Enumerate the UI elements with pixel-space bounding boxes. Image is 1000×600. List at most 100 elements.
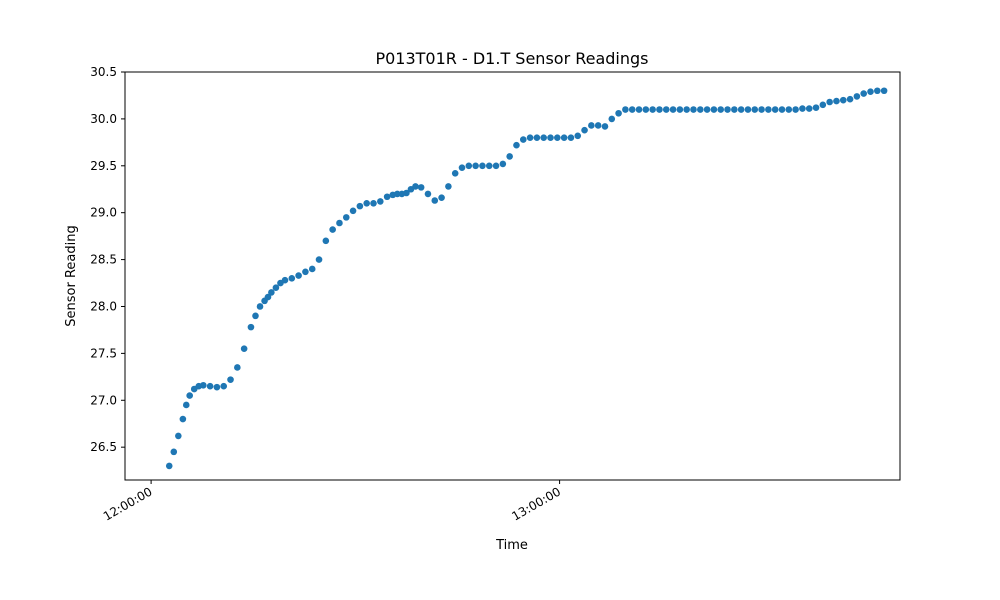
data-point (635, 106, 643, 113)
data-point (336, 219, 343, 227)
data-point (540, 134, 547, 141)
x-tick-label: 12:00:00 (101, 484, 155, 523)
data-point (771, 106, 779, 113)
data-point (281, 276, 289, 284)
data-point (506, 153, 513, 160)
data-point (295, 272, 302, 279)
data-point (819, 101, 827, 109)
y-tick-label: 28.0 (90, 299, 117, 313)
data-point (492, 162, 500, 170)
data-point (458, 164, 466, 171)
data-point (805, 105, 813, 112)
data-point (268, 289, 275, 296)
data-point (533, 134, 541, 141)
data-point (792, 106, 799, 113)
data-point (799, 105, 806, 112)
data-point (252, 312, 259, 320)
data-point (615, 109, 622, 117)
x-axis-ticks: 12:00:00 13:00:00 (101, 480, 563, 524)
data-point (356, 202, 364, 210)
data-point (581, 126, 588, 134)
data-point (499, 160, 507, 168)
data-point (547, 134, 554, 141)
data-point (342, 214, 350, 221)
data-point (272, 284, 280, 292)
data-point (737, 106, 745, 113)
data-point (240, 345, 248, 352)
data-point (412, 183, 419, 190)
data-point (554, 134, 561, 141)
data-point (465, 162, 473, 170)
data-point (264, 293, 272, 301)
data-point (394, 190, 401, 198)
data-point (213, 383, 221, 391)
data-point (227, 376, 234, 383)
data-point (880, 87, 888, 95)
data-point (785, 106, 793, 113)
x-axis-label: Time (495, 538, 528, 553)
x-tick-label: 13:00:00 (509, 484, 563, 523)
data-point (601, 123, 609, 130)
plot-frame (124, 71, 901, 481)
data-point (656, 106, 663, 113)
data-point (867, 88, 874, 95)
data-point (860, 90, 867, 97)
data-point (322, 237, 330, 245)
data-point (417, 184, 425, 191)
data-point (608, 115, 616, 123)
y-tick-label: 29.5 (90, 159, 117, 173)
y-tick-label: 27.0 (90, 393, 117, 407)
data-point (731, 106, 738, 113)
data-point (683, 106, 690, 113)
y-tick-label: 29.0 (90, 206, 117, 220)
data-point (170, 448, 178, 456)
data-point (628, 106, 636, 113)
data-point (315, 256, 323, 263)
data-point (199, 381, 207, 389)
data-point (833, 97, 840, 105)
data-point (479, 162, 486, 170)
data-point (588, 122, 595, 129)
data-point (717, 106, 725, 113)
data-point (329, 226, 336, 233)
y-tick-label: 30.5 (90, 65, 117, 79)
data-point (710, 106, 718, 113)
data-point (758, 106, 765, 113)
data-point (778, 106, 786, 113)
data-point (182, 401, 190, 409)
data-point (206, 382, 214, 390)
data-point (424, 190, 432, 198)
data-point (669, 106, 677, 113)
data-point (853, 93, 861, 100)
data-point (765, 106, 772, 113)
data-point (744, 106, 752, 113)
data-point (308, 265, 316, 273)
data-point (165, 462, 173, 470)
y-tick-label: 27.5 (90, 346, 117, 360)
y-axis-ticks: 26.5 27.0 27.5 28.0 28.5 29.0 29.5 30.0 30.5 (90, 65, 125, 454)
data-point (256, 303, 264, 310)
data-point (451, 170, 459, 177)
data-point (302, 268, 309, 276)
data-point (567, 134, 575, 141)
data-point (690, 106, 697, 113)
data-point (874, 87, 881, 95)
data-point (445, 183, 452, 190)
data-point (594, 122, 602, 129)
data-point (431, 197, 439, 204)
data-point (826, 98, 833, 106)
data-point (288, 275, 296, 282)
data-point (403, 189, 410, 197)
plot-background (125, 72, 900, 480)
data-point (846, 95, 854, 103)
data-point (703, 106, 711, 113)
y-tick-label: 30.0 (90, 112, 117, 126)
data-point (485, 162, 493, 170)
data-point (472, 162, 479, 170)
data-point (349, 207, 357, 215)
data-point (676, 106, 684, 113)
data-point (438, 194, 445, 201)
data-point (175, 432, 182, 440)
data-points (165, 87, 888, 470)
